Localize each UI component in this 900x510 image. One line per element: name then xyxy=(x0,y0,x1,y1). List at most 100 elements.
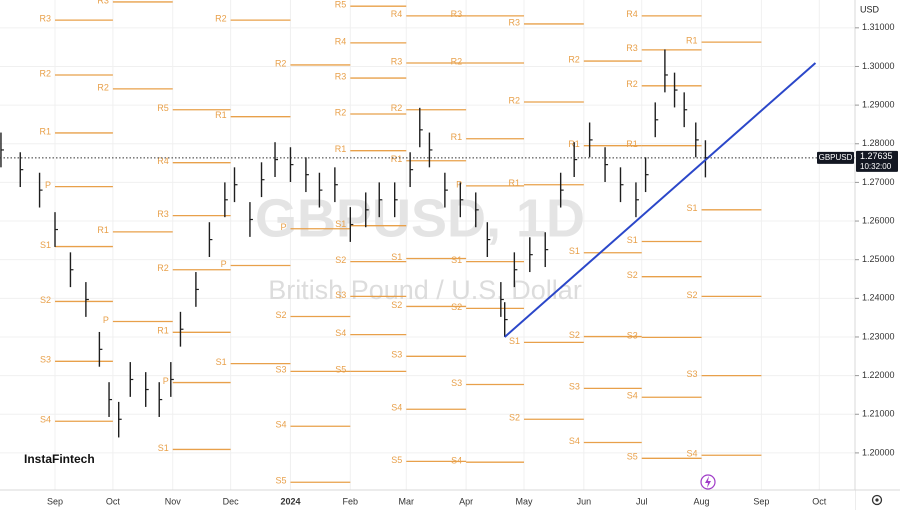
pivot-label: S2 xyxy=(391,300,402,310)
pivot-label: S1 xyxy=(509,336,520,346)
pivot-label: R1 xyxy=(391,154,403,164)
x-tick-label: 2024 xyxy=(280,496,300,506)
settings-gear-center[interactable] xyxy=(875,498,879,502)
y-tick-label: 1.25000 xyxy=(862,254,895,264)
overlay: GBPUSD xyxy=(0,62,855,338)
alert-bolt[interactable] xyxy=(705,476,711,488)
x-tick-label: Aug xyxy=(694,496,710,506)
pivot-label: S3 xyxy=(40,355,51,365)
pivot-label: R2 xyxy=(39,68,51,78)
pivot-label: R3 xyxy=(97,0,109,5)
watermark-subtitle: British Pound / U.S. Dollar xyxy=(268,275,582,305)
pivot-label: S2 xyxy=(335,255,346,265)
x-tick-label: Mar xyxy=(399,496,415,506)
pivot-label: R2 xyxy=(335,107,347,117)
x-tick-label: Oct xyxy=(812,496,827,506)
y-tick-label: 1.20000 xyxy=(862,447,895,457)
pivot-label: S5 xyxy=(391,455,402,465)
currency-label[interactable]: USD xyxy=(860,4,880,14)
pivot-label: R1 xyxy=(451,132,463,142)
pivot-label: S4 xyxy=(569,436,580,446)
pivot-label: S5 xyxy=(275,476,286,486)
alert-icon[interactable] xyxy=(700,474,716,490)
pivot-label: S2 xyxy=(687,290,698,300)
brand: InstaFintech xyxy=(24,452,95,466)
pivot-label: R3 xyxy=(39,13,51,23)
pivot-label: S2 xyxy=(40,295,51,305)
x-tick-label: Dec xyxy=(223,496,240,506)
bars xyxy=(0,49,709,438)
pivot-label: P xyxy=(456,179,462,189)
y-tick-label: 1.30000 xyxy=(862,61,895,71)
pivot-label: S2 xyxy=(509,413,520,423)
pivot-label: S1 xyxy=(451,255,462,265)
x-tick-label: Sep xyxy=(47,496,63,506)
y-tick-label: 1.21000 xyxy=(862,409,895,419)
pivot-label: P xyxy=(221,259,227,269)
symbol-badge xyxy=(817,151,854,164)
pivot-label: R1 xyxy=(39,126,51,136)
pivot-label: R1 xyxy=(686,35,698,45)
pivot-label: S3 xyxy=(335,290,346,300)
pivot-label: R4 xyxy=(335,36,347,46)
y-tick-label: 1.22000 xyxy=(862,370,895,380)
alert-circle[interactable] xyxy=(700,474,716,490)
pivot-label: R2 xyxy=(97,82,109,92)
pivot-label: R1 xyxy=(97,225,109,235)
pivot-label: S1 xyxy=(158,443,169,453)
y-tick-label: 1.24000 xyxy=(862,293,895,303)
pivot-label: R1 xyxy=(508,178,520,188)
pivots: R3 R2 R1 P S1 S2 S3 S4 R3 R2 R1 P R5 R4 R3 R2 R1 P S1 R2 R1 P… xyxy=(39,0,762,486)
pivot-label: R4 xyxy=(157,156,169,166)
pivot-label: R3 xyxy=(451,9,463,19)
pivot-label: S5 xyxy=(335,365,346,375)
x-tick-label: Nov xyxy=(165,496,182,506)
pivot-label: R5 xyxy=(157,103,169,113)
x-tick-label: Sep xyxy=(753,496,769,506)
x-tick-label: Apr xyxy=(459,496,473,506)
pivot-label: S1 xyxy=(40,240,51,250)
pivot-label: S2 xyxy=(627,270,638,280)
pivot-label: R1 xyxy=(215,110,227,120)
settings-icon[interactable] xyxy=(871,494,883,506)
settings-gear[interactable] xyxy=(871,494,883,506)
pivot-label: S4 xyxy=(335,328,346,338)
pivot-label: R3 xyxy=(508,17,520,27)
y-tick-label: 1.31000 xyxy=(862,22,895,32)
pivot-label: R4 xyxy=(391,9,403,19)
time-axis-panel xyxy=(0,490,855,510)
watermark-title: GBPUSD, 1D xyxy=(255,188,585,248)
pivot-label: S2 xyxy=(451,302,462,312)
pivot-label: S1 xyxy=(335,219,346,229)
pivot-label: S3 xyxy=(275,365,286,375)
pivot-label: P xyxy=(103,315,109,325)
trendline xyxy=(504,62,817,338)
x-tick-label: Jul xyxy=(636,496,648,506)
pivot-label: P xyxy=(45,180,51,190)
pivot-label: R3 xyxy=(335,71,347,81)
y-tick-label: 1.26000 xyxy=(862,215,895,225)
pivot-label: S1 xyxy=(627,235,638,245)
pivot-label: R2 xyxy=(391,103,403,113)
axes: 1.31000 1.30000 1.29000 1.28000 1.27000 1.260… xyxy=(47,22,895,506)
pivot-label: R1 xyxy=(335,144,347,154)
price-axis-panel xyxy=(855,0,900,510)
symbol-label: GBPUSD xyxy=(819,153,853,162)
pivot-label: R2 xyxy=(568,54,580,64)
pivot-label: R3 xyxy=(157,209,169,219)
y-tick-label: 1.27000 xyxy=(862,177,895,187)
pivot-label: S4 xyxy=(627,391,638,401)
pivot-label: S3 xyxy=(391,350,402,360)
pivot-label: S2 xyxy=(569,330,580,340)
pivot-label: R2 xyxy=(157,263,169,273)
y-tick-label: 1.23000 xyxy=(862,331,895,341)
pivot-label: R2 xyxy=(626,79,638,89)
last-price-label: 1.27635 xyxy=(860,151,893,161)
pivot-label: R1 xyxy=(157,326,169,336)
x-tick-label: Feb xyxy=(343,496,359,506)
pivot-label: S3 xyxy=(687,369,698,379)
pivot-label: R2 xyxy=(508,95,520,105)
